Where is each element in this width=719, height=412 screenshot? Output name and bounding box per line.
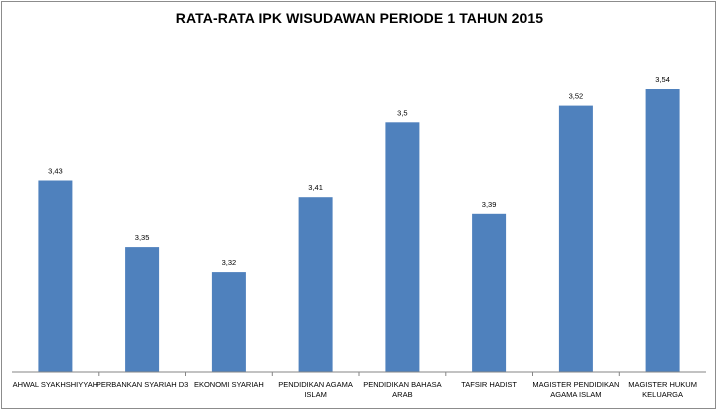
bar-2 xyxy=(125,247,160,372)
value-label-3: 3,32 xyxy=(222,258,237,267)
bar-7 xyxy=(558,105,593,372)
value-label-6: 3,39 xyxy=(482,200,497,209)
category-label-5: PENDIDIKAN BAHASA ARAB xyxy=(363,380,441,399)
bar-6 xyxy=(472,213,507,372)
bar-4 xyxy=(298,197,333,372)
chart-title: RATA-RATA IPK WISUDAWAN PERIODE 1 TAHUN … xyxy=(175,10,544,26)
bar-3 xyxy=(211,272,246,372)
value-label-5: 3,5 xyxy=(397,108,407,117)
value-label-8: 3,54 xyxy=(655,75,670,84)
bar-1 xyxy=(38,180,73,372)
category-label-8: MAGISTER HUKUM KELUARGA xyxy=(628,380,697,399)
category-label-3: EKONOMI SYARIAH xyxy=(194,380,264,389)
category-label-6: TAFSIR HADIST xyxy=(461,380,517,389)
bar-8 xyxy=(645,89,680,372)
value-label-4: 3,41 xyxy=(308,183,323,192)
value-label-1: 3,43 xyxy=(48,167,63,176)
category-label-2: PERBANKAN SYARIAH D3 xyxy=(96,380,188,389)
category-label-4: PENDIDIKAN AGAMA ISLAM xyxy=(278,380,353,399)
bar-5 xyxy=(385,122,420,372)
value-label-7: 3,52 xyxy=(569,92,584,101)
value-label-2: 3,35 xyxy=(135,233,150,242)
category-label-7: MAGISTER PENDIDIKAN AGAMA ISLAM xyxy=(532,380,619,399)
category-label-1: AHWAL SYAKHSHIYYAH xyxy=(13,380,98,389)
